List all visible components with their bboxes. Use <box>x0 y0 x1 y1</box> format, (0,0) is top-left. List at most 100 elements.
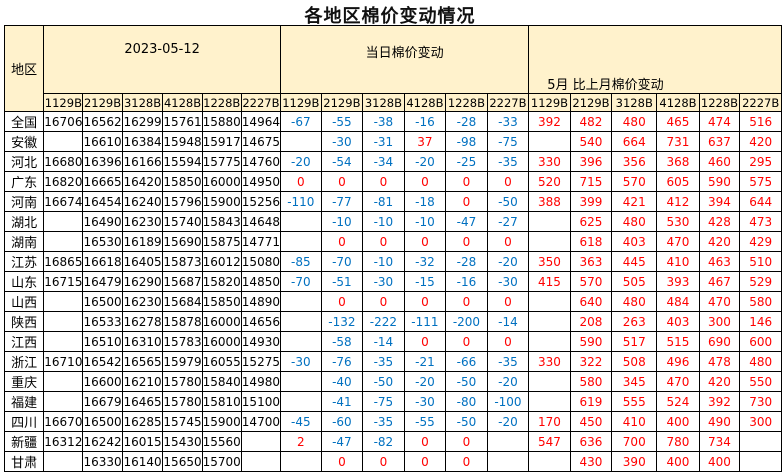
price-cell <box>43 131 84 152</box>
price-cell: 16278 <box>121 311 164 332</box>
daily-cell: -110 <box>279 191 322 212</box>
daily-cell: -76 <box>320 351 364 372</box>
monthly-cell: 330 <box>528 151 571 172</box>
monthly-cell <box>528 231 571 252</box>
price-cell: 16055 <box>201 351 242 372</box>
price-cell <box>43 291 84 312</box>
price-cell: 16562 <box>82 111 123 132</box>
daily-cell: 0 <box>320 171 364 192</box>
price-cell: 16680 <box>43 151 84 172</box>
monthly-cell: 496 <box>656 351 700 372</box>
monthly-cell: 515 <box>656 331 700 352</box>
daily-cell: -10 <box>362 251 405 272</box>
daily-cell: -28 <box>445 251 488 272</box>
monthly-cell <box>528 391 571 412</box>
price-cell: 16706 <box>43 111 84 132</box>
monthly-cell: 505 <box>611 271 658 292</box>
price-cell: 16665 <box>82 171 123 192</box>
daily-cell: -54 <box>320 151 364 172</box>
price-cell: 15275 <box>240 351 281 372</box>
monthly-cell: 664 <box>611 131 658 152</box>
daily-cell: -47 <box>445 211 488 232</box>
monthly-cell: 463 <box>698 251 741 272</box>
daily-cell: -32 <box>403 251 447 272</box>
region-cell: 山西 <box>3 291 45 312</box>
daily-cell: -20 <box>279 151 322 172</box>
region-cell: 河北 <box>3 151 45 172</box>
daily-cell: -58 <box>320 331 364 352</box>
daily-cell <box>279 331 322 352</box>
monthly-cell: 590 <box>698 171 741 192</box>
monthly-cell: 570 <box>611 171 658 192</box>
monthly-cell <box>528 331 571 352</box>
daily-cell: 0 <box>486 291 530 312</box>
price-cell: 15843 <box>201 211 242 232</box>
price-cell: 15840 <box>201 371 242 392</box>
daily-cell: 0 <box>445 431 488 452</box>
region-cell: 湖北 <box>3 211 45 232</box>
price-cell: 16533 <box>82 311 123 332</box>
daily-cell: 0 <box>445 291 488 312</box>
monthly-cell: 410 <box>656 251 700 272</box>
price-cell: 16510 <box>82 331 123 352</box>
daily-cell <box>279 311 322 332</box>
monthly-cell: 300 <box>698 311 741 332</box>
price-cell: 16210 <box>121 371 164 392</box>
daily-cell: -200 <box>445 311 488 332</box>
daily-cell: 0 <box>279 171 322 192</box>
monthly-cell: 445 <box>611 251 658 272</box>
price-cell: 16710 <box>43 351 84 372</box>
monthly-cell: 590 <box>569 331 613 352</box>
daily-cell: 2 <box>279 431 322 452</box>
monthly-cell: 330 <box>528 351 571 372</box>
monthly-cell: 473 <box>739 211 782 232</box>
daily-cell: 0 <box>445 451 488 472</box>
table-row: 福建 16679 16465 15780 15810 15100 -41 -75 -30 -80-… <box>3 391 782 412</box>
price-cell: 15700 <box>201 451 242 472</box>
price-cell: 15783 <box>162 331 203 352</box>
monthly-cell: 146 <box>739 311 782 332</box>
monthly-cell: 208 <box>569 311 613 332</box>
monthly-cell: 700 <box>611 431 658 452</box>
daily-cell: 0 <box>445 171 488 192</box>
monthly-cell: 368 <box>656 151 700 172</box>
monthly-cell: 524 <box>656 391 700 412</box>
price-cell: 15820 <box>201 271 242 292</box>
daily-cell: -16 <box>403 111 447 132</box>
price-cell <box>43 331 84 352</box>
price-cell: 15560 <box>201 431 242 452</box>
monthly-cell: 470 <box>656 231 700 252</box>
daily-cell: -10 <box>320 211 364 232</box>
monthly-cell: 640 <box>569 291 613 312</box>
monthly-contract-header: 1228B <box>698 93 741 112</box>
price-cell: 14850 <box>240 271 281 292</box>
daily-cell: -33 <box>486 111 530 132</box>
daily-cell: 0 <box>445 231 488 252</box>
monthly-cell: 467 <box>698 271 741 292</box>
price-cell: 15873 <box>162 251 203 272</box>
region-cell: 甘肃 <box>3 451 45 472</box>
price-cell: 16490 <box>82 211 123 232</box>
monthly-cell: 322 <box>569 351 613 372</box>
daily-cell <box>279 451 322 472</box>
price-cell <box>43 231 84 252</box>
monthly-cell: 618 <box>569 231 613 252</box>
price-cell: 16396 <box>82 151 123 172</box>
monthly-cell: 415 <box>528 271 571 292</box>
region-cell: 江西 <box>3 331 45 352</box>
price-cell: 15430 <box>162 431 203 452</box>
monthly-cell: 530 <box>656 211 700 232</box>
region-cell: 新疆 <box>3 431 45 452</box>
monthly-cell: 516 <box>739 111 782 132</box>
price-cell: 15810 <box>201 391 242 412</box>
price-cell: 14964 <box>240 111 281 132</box>
monthly-cell: 412 <box>656 191 700 212</box>
price-cell: 16140 <box>121 451 164 472</box>
price-cell: 16530 <box>82 231 123 252</box>
daily-cell: -14 <box>362 331 405 352</box>
daily-cell: 0 <box>486 231 530 252</box>
daily-cell: -25 <box>445 151 488 172</box>
daily-cell: 0 <box>362 231 405 252</box>
region-cell: 全国 <box>3 111 45 132</box>
monthly-cell: 474 <box>698 111 741 132</box>
